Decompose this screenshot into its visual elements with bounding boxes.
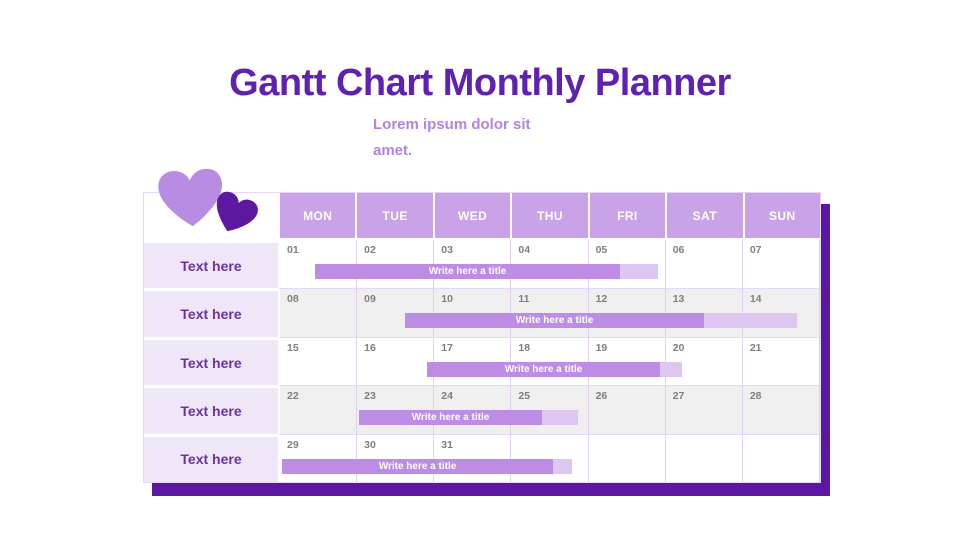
row-label[interactable]: Text here [144, 288, 278, 337]
gantt-bar[interactable]: Write here a title [282, 458, 572, 474]
day-header-mon: MON [280, 193, 356, 238]
table-row: Text here 29 30 31 Write here a title [144, 433, 820, 483]
day-cell [743, 434, 820, 483]
day-cell: 11 [511, 289, 589, 337]
table-row: Text here 08 09 10 11 12 13 14 Write her… [144, 288, 820, 337]
day-cell: 14 [743, 289, 820, 337]
day-cell: 20 [666, 337, 743, 386]
gantt-bar-label: Write here a title [359, 410, 542, 426]
day-header-sat: SAT [667, 193, 743, 238]
day-cell [666, 434, 743, 483]
week-cells: 22 23 24 25 26 27 28 Write here a title [278, 385, 820, 434]
row-label[interactable]: Text here [144, 240, 278, 289]
day-cell: 28 [743, 386, 820, 434]
day-header-sun: SUN [744, 193, 820, 238]
gantt-bar-tail [660, 361, 682, 377]
day-cell: 23 [357, 386, 435, 434]
day-cell: 31 [434, 434, 512, 483]
gantt-bar-tail [704, 313, 797, 329]
page-title[interactable]: Gantt Chart Monthly Planner [229, 62, 731, 104]
day-cell: 09 [357, 289, 435, 337]
row-label[interactable]: Text here [144, 336, 278, 386]
gantt-bar[interactable]: Write here a title [405, 313, 797, 329]
gantt-bar-tail [542, 410, 578, 426]
gantt-bar-label: Write here a title [315, 264, 620, 279]
gantt-bar[interactable]: Write here a title [359, 410, 578, 426]
gantt-bar-label: Write here a title [405, 313, 704, 329]
day-cell [511, 434, 589, 483]
week-cells: 15 16 17 18 19 20 21 Write here a title [278, 336, 820, 386]
gantt-bar-tail [553, 458, 572, 474]
day-cell: 21 [743, 337, 820, 386]
day-cell: 15 [280, 337, 358, 386]
day-cell [589, 434, 666, 483]
day-cell: 13 [666, 289, 743, 337]
row-label[interactable]: Text here [144, 433, 278, 483]
day-header-tue: TUE [357, 193, 433, 238]
day-cell: 25 [511, 386, 589, 434]
table-row: Text here 22 23 24 25 26 27 28 Write her… [144, 385, 820, 434]
page-subtitle[interactable]: Lorem ipsum dolor sit amet. [373, 116, 531, 160]
week-cells: 01 02 03 04 05 06 07 Write here a title [278, 240, 820, 289]
day-cell: 29 [280, 434, 358, 483]
day-cell: 19 [589, 337, 666, 386]
day-cell: 17 [434, 337, 512, 386]
heart-icon-small [216, 191, 258, 232]
day-cell: 24 [434, 386, 512, 434]
gantt-bar-label: Write here a title [282, 458, 553, 474]
day-header-thu: THU [512, 193, 588, 238]
day-cell: 30 [357, 434, 435, 483]
day-cell: 05 [589, 240, 666, 289]
table-row: Text here 01 02 03 04 05 06 07 Write her… [144, 240, 820, 289]
gantt-bar[interactable]: Write here a title [315, 264, 658, 279]
day-header-fri: FRI [589, 193, 666, 238]
day-header-wed: WED [434, 193, 511, 238]
gantt-bar-label: Write here a title [427, 361, 660, 377]
day-cell: 08 [280, 289, 358, 337]
day-cell: 18 [511, 337, 589, 386]
row-label[interactable]: Text here [144, 385, 278, 434]
week-cells: 29 30 31 Write here a title [278, 433, 820, 483]
day-cell: 06 [666, 240, 743, 289]
day-cell: 16 [357, 337, 435, 386]
gantt-bar[interactable]: Write here a title [427, 361, 682, 377]
day-cell: 22 [280, 386, 358, 434]
week-cells: 08 09 10 11 12 13 14 Write here a title [278, 288, 820, 337]
table-row: Text here 15 16 17 18 19 20 21 Write her… [144, 336, 820, 386]
day-cell: 12 [589, 289, 666, 337]
day-cell: 27 [666, 386, 743, 434]
day-cell: 10 [434, 289, 512, 337]
header-row: MON TUE WED THU FRI SAT SUN [144, 193, 820, 240]
gantt-bar-tail [620, 264, 658, 279]
planner-table: MON TUE WED THU FRI SAT SUN Text here 01… [143, 192, 821, 483]
day-cell: 07 [743, 240, 820, 289]
heart-icon-large [158, 168, 222, 227]
day-cell: 26 [589, 386, 666, 434]
